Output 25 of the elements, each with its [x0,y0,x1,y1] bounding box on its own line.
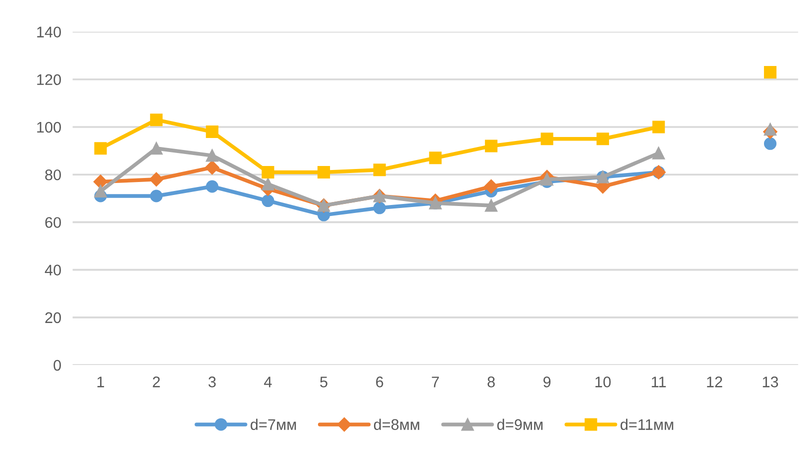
x-tick-label: 2 [152,376,160,388]
y-tick-label: 100 [37,122,61,133]
y-tick-label: 40 [44,264,61,276]
y-tick-label: 60 [45,217,61,228]
x-tick-label: 6 [376,376,384,388]
x-tick-label: 5 [320,376,328,388]
x-tick-label: 4 [264,376,272,388]
x-tick-label: 13 [762,376,778,388]
x-tick-label: 8 [488,376,495,388]
x-tick-label: 12 [707,376,722,388]
x-tick-label: 1 [97,376,104,388]
y-tick-label: 20 [45,312,61,324]
legend-label: d=11мм [620,418,674,430]
x-tick-label: 10 [595,376,611,388]
x-tick-label: 3 [208,376,216,388]
y-tick-label: 120 [37,74,61,86]
y-tick-label: 140 [37,26,61,38]
y-tick-label: 0 [54,360,61,371]
x-tick-label: 7 [432,376,439,388]
x-tick-label: 11 [652,376,666,388]
legend-label: d=8мм [374,418,420,430]
y-tick-label: 80 [45,169,61,180]
legend-label: d=9мм [497,418,542,430]
x-tick-label: 9 [543,376,551,388]
legend-label: d=7мм [250,418,296,430]
